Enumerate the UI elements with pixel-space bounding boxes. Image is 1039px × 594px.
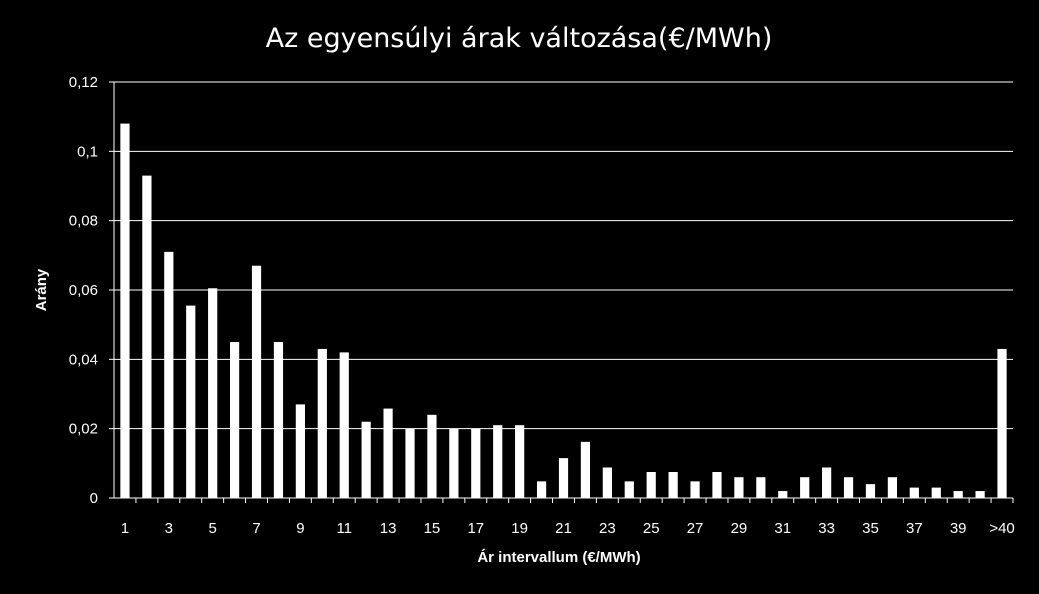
y-tick-label: 0,06 [69, 282, 98, 299]
bar-35 [865, 484, 876, 498]
grid-layer [114, 81, 1013, 430]
x-tick-label: 9 [296, 520, 304, 537]
chart-title: Az egyensúlyi árak változása(€/MWh) [266, 23, 773, 54]
x-tick-label: 27 [687, 520, 704, 537]
bar-4 [186, 305, 196, 498]
x-tick-label: 29 [731, 520, 748, 537]
x-tick-label: 1 [121, 520, 129, 537]
bar-34 [843, 477, 854, 498]
bar-38 [931, 487, 941, 498]
bar-3 [164, 251, 174, 498]
y-tick-label: 0,08 [69, 213, 98, 230]
x-tick-label: 7 [252, 520, 260, 537]
y-tick-label: 0,12 [69, 74, 98, 91]
bar-9 [295, 404, 305, 498]
bar-39 [953, 491, 963, 498]
bar-16 [449, 428, 459, 498]
x-tick-label: 5 [208, 520, 216, 537]
bar-22 [580, 441, 591, 498]
bar-37 [909, 487, 919, 498]
bar-27 [690, 481, 700, 498]
bar-10 [317, 348, 327, 498]
bar-40 [975, 491, 985, 498]
x-axis-title: Ár intervallum (€/MWh) [477, 549, 640, 566]
bar-31 [778, 491, 788, 498]
bar-24 [624, 481, 634, 498]
bar-2 [142, 175, 152, 498]
bar-29 [734, 477, 744, 498]
bar-8 [273, 342, 284, 498]
bar-6 [229, 342, 240, 498]
y-tick-label-layer: 0 0,02 0,04 0,06 0,08 0,1 0,12 [69, 74, 98, 507]
x-tick-label: 11 [336, 520, 352, 537]
x-tick-label: 19 [511, 520, 528, 537]
bar-32 [800, 477, 810, 498]
y-tick-label: 0,1 [77, 143, 98, 160]
bar-17 [471, 428, 481, 498]
bar-26 [668, 472, 678, 498]
bar-19 [515, 425, 525, 498]
bar-25 [646, 472, 656, 498]
bar-23 [602, 467, 612, 498]
bar-18 [493, 425, 503, 498]
bar-layer [120, 123, 1007, 498]
x-tick-label: 21 [555, 520, 572, 537]
x-tick-label: 3 [165, 520, 173, 537]
bar-12 [361, 421, 371, 498]
bar-5 [208, 288, 218, 498]
bar-7 [251, 265, 262, 498]
bar-20 [536, 481, 547, 498]
x-tick-label: 13 [380, 520, 397, 537]
axis-layer [109, 81, 1014, 503]
x-tick-label: 37 [906, 520, 923, 537]
x-tick-label: 23 [599, 520, 616, 537]
x-tick-label: 35 [862, 520, 879, 537]
x-tick-label-layer: 1 3 5 7 9 11 13 15 17 19 21 23 25 27 29 31 33 35 37 39 >40 [121, 520, 1015, 537]
x-tick-label: 39 [950, 520, 967, 537]
x-tick-label: 25 [643, 520, 660, 537]
bar->40 [997, 348, 1007, 498]
bar-13 [383, 408, 393, 498]
bar-1 [120, 123, 130, 498]
x-tick-label: 31 [774, 520, 791, 537]
x-tick-label: 15 [424, 520, 441, 537]
y-tick-label: 0,02 [69, 421, 98, 438]
y-tick-label: 0,04 [69, 351, 98, 368]
x-tick-label: 33 [818, 520, 835, 537]
y-axis-title: Arány [33, 268, 50, 311]
y-tick-label: 0 [90, 490, 98, 507]
bar-11 [339, 352, 349, 498]
x-tick-label: 17 [467, 520, 484, 537]
bar-15 [427, 414, 437, 498]
bar-36 [887, 477, 898, 498]
bar-30 [756, 477, 766, 498]
bar-14 [405, 428, 415, 498]
bar-33 [822, 467, 832, 498]
x-tick-label: >40 [989, 520, 1014, 537]
bar-21 [558, 458, 569, 498]
bar-28 [712, 472, 722, 498]
